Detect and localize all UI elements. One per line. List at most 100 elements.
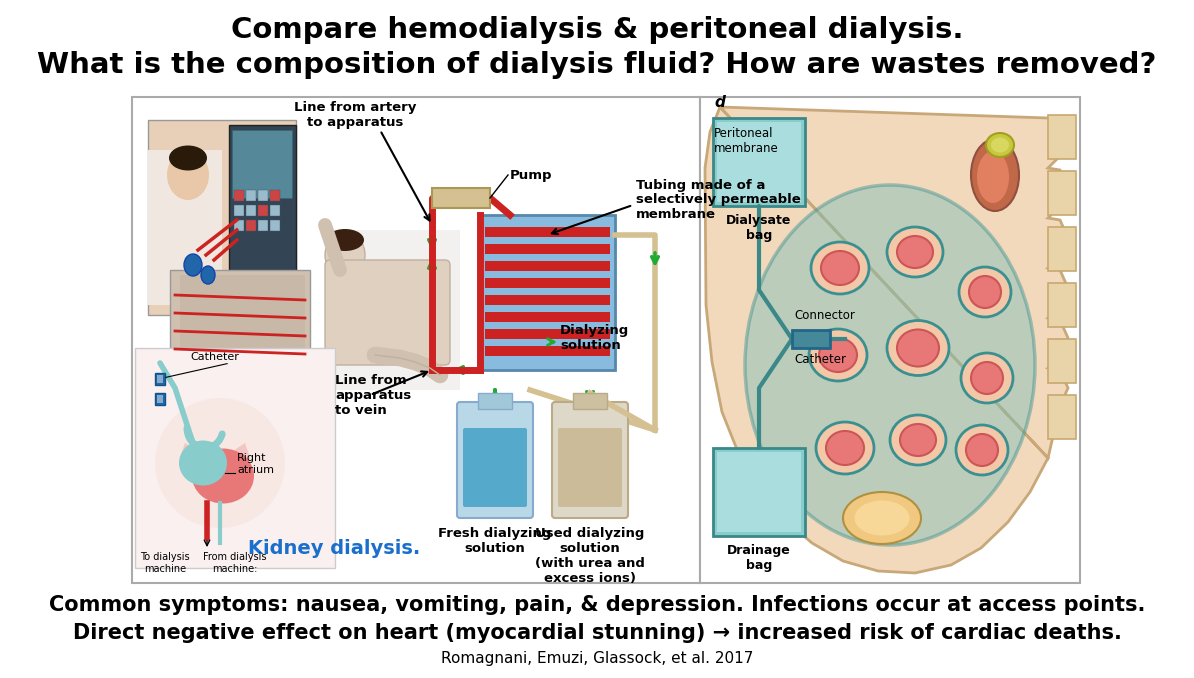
FancyBboxPatch shape [558,428,622,507]
Bar [270,220,279,231]
Bar [234,220,244,231]
Bar [1048,283,1076,327]
Ellipse shape [897,330,938,367]
Ellipse shape [811,242,869,294]
Bar [485,329,610,339]
Bar [148,150,222,305]
Ellipse shape [192,449,254,504]
FancyBboxPatch shape [457,402,533,518]
Ellipse shape [970,276,1001,308]
Ellipse shape [816,422,874,474]
Bar [1048,115,1076,159]
Bar [270,190,279,201]
Bar [148,120,296,315]
Bar [485,278,610,288]
Ellipse shape [966,434,998,466]
Bar [170,270,310,390]
Ellipse shape [170,146,207,170]
Bar [133,97,700,583]
Ellipse shape [890,415,946,465]
Text: Right
atrium: Right atrium [236,454,273,475]
Ellipse shape [887,321,949,376]
Bar [233,130,291,198]
Bar [485,244,610,254]
Ellipse shape [959,267,1011,317]
Ellipse shape [810,329,867,381]
Bar [485,346,610,356]
Ellipse shape [956,425,1008,475]
Ellipse shape [986,133,1014,157]
Ellipse shape [897,236,933,268]
Polygon shape [180,443,250,503]
Ellipse shape [179,441,227,485]
Ellipse shape [819,338,857,372]
Text: Line from
apparatus
to vein: Line from apparatus to vein [336,374,411,416]
Bar [1048,227,1076,271]
FancyBboxPatch shape [325,260,450,365]
Ellipse shape [167,150,209,200]
Text: Dialysate
bag: Dialysate bag [726,214,792,242]
Ellipse shape [155,398,285,528]
Text: Peritoneal
membrane: Peritoneal membrane [714,127,778,155]
Polygon shape [704,107,1067,573]
Text: machine: machine [144,564,186,574]
Text: Connector: Connector [794,309,855,322]
Bar [234,205,244,216]
Bar [485,227,610,237]
Text: Kidney dialysis.: Kidney dialysis. [248,538,420,557]
Bar [1048,339,1076,383]
FancyBboxPatch shape [463,428,527,507]
Ellipse shape [325,233,365,277]
Ellipse shape [843,492,921,544]
Text: Compare hemodialysis & peritoneal dialysis.: Compare hemodialysis & peritoneal dialys… [230,16,964,44]
Bar [700,97,1081,583]
Bar [155,393,165,405]
Ellipse shape [977,151,1009,203]
Bar [573,393,607,409]
Text: What is the composition of dialysis fluid? How are wastes removed?: What is the composition of dialysis flui… [37,51,1157,79]
Text: Fresh dialyzing
solution: Fresh dialyzing solution [438,527,552,555]
Bar [718,122,801,202]
Ellipse shape [991,138,1009,153]
Ellipse shape [900,424,936,456]
Ellipse shape [887,227,943,277]
Ellipse shape [971,362,1003,394]
Ellipse shape [184,254,202,276]
Bar [485,312,610,322]
Ellipse shape [826,431,864,465]
Ellipse shape [745,185,1035,545]
Text: Romagnani, Emuzi, Glassock, et al. 2017: Romagnani, Emuzi, Glassock, et al. 2017 [441,650,753,666]
Ellipse shape [855,500,910,536]
Text: Pump: Pump [510,169,553,182]
Bar [246,205,256,216]
Bar [234,190,244,201]
Bar [330,230,460,390]
Text: Tubing made of a
selectively permeable
membrane: Tubing made of a selectively permeable m… [636,178,801,222]
Ellipse shape [326,229,364,251]
Text: Catheter: Catheter [190,352,239,362]
Bar [246,220,256,231]
Text: Common symptoms: nausea, vomiting, pain, & depression. Infections occur at acces: Common symptoms: nausea, vomiting, pain,… [49,595,1145,615]
Bar [1048,171,1076,215]
Ellipse shape [961,353,1013,403]
Ellipse shape [821,251,858,285]
Text: Used dialyzing
solution
(with urea and
excess ions): Used dialyzing solution (with urea and e… [535,527,645,585]
Bar [485,261,610,271]
FancyBboxPatch shape [552,402,628,518]
Bar [713,118,805,206]
Text: To dialysis: To dialysis [140,552,190,562]
Bar [485,295,610,305]
Bar [156,395,164,403]
Bar [792,330,830,348]
Bar [135,348,336,568]
Bar [258,190,267,201]
Bar [258,220,267,231]
Text: Line from artery
to apparatus: Line from artery to apparatus [294,101,417,129]
Text: d: d [714,95,725,110]
Text: Dialyzing
solution: Dialyzing solution [560,324,629,352]
Text: From dialysis: From dialysis [203,552,266,562]
Text: machine:: machine: [213,564,258,574]
Ellipse shape [201,266,215,284]
Bar [258,205,267,216]
Bar [478,393,512,409]
